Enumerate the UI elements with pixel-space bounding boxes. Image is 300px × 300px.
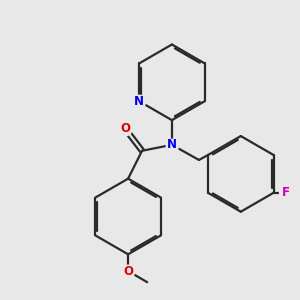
Text: N: N: [134, 95, 144, 108]
Text: O: O: [123, 265, 133, 278]
Text: O: O: [120, 122, 130, 135]
Text: F: F: [282, 186, 290, 199]
Text: N: N: [167, 138, 177, 151]
